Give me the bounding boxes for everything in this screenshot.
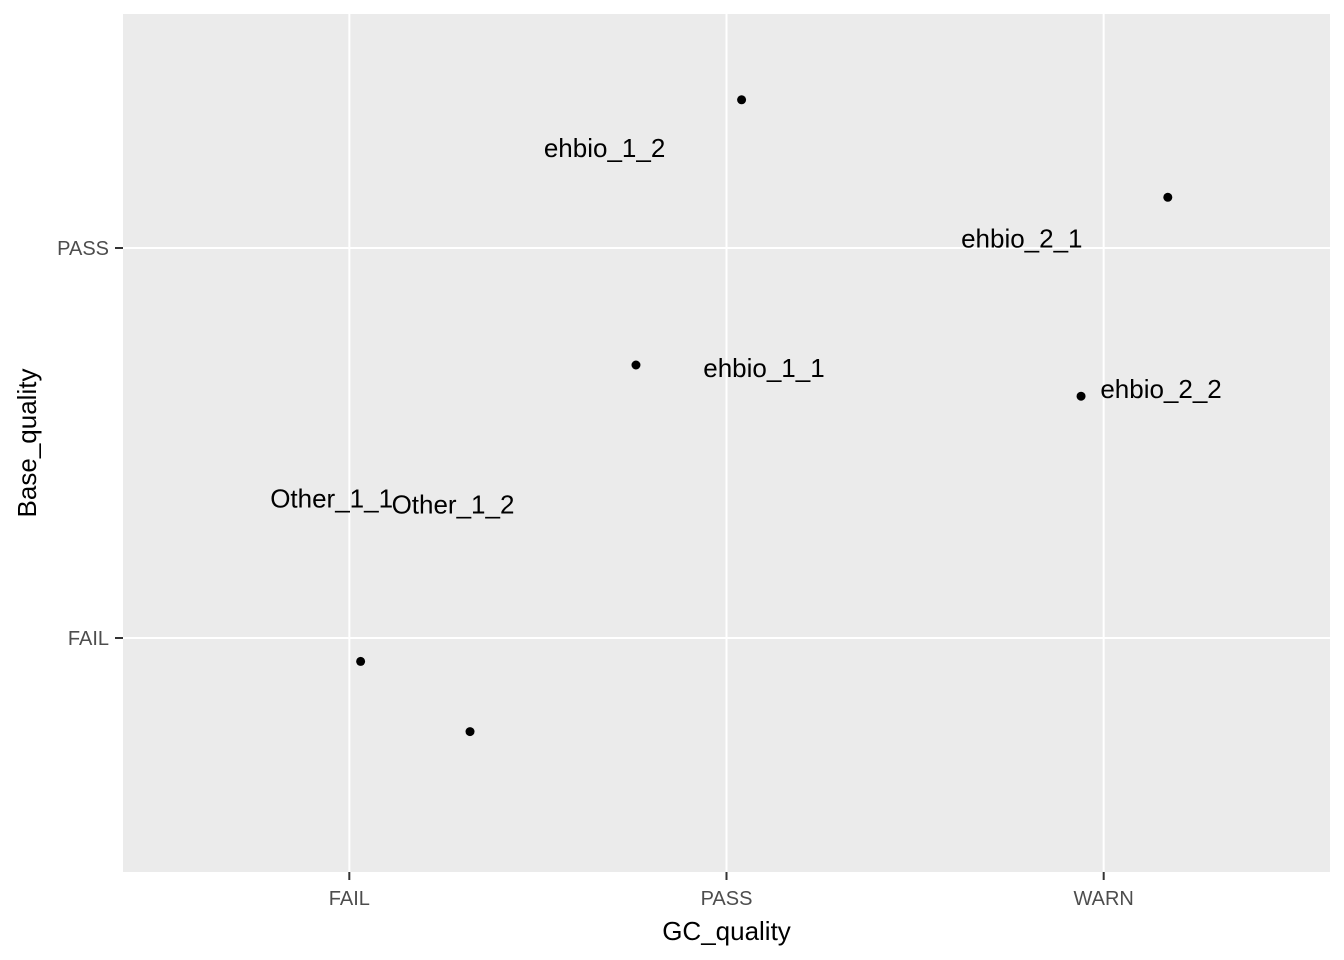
y-axis-title: Base_quality <box>12 369 42 518</box>
grid-lines <box>123 14 1330 872</box>
y-axis: FAIL PASS <box>57 238 123 650</box>
point-label: ehbio_1_2 <box>544 133 665 163</box>
point-label: ehbio_2_2 <box>1100 374 1221 404</box>
point-label: ehbio_2_1 <box>961 223 1082 253</box>
data-point <box>465 727 475 737</box>
data-points <box>356 95 1173 737</box>
x-axis-title: GC_quality <box>662 916 791 946</box>
data-point <box>1163 192 1173 202</box>
point-label: Other_1_2 <box>392 490 515 520</box>
y-tick-label: PASS <box>57 238 109 260</box>
x-tick-label: FAIL <box>329 888 370 910</box>
data-point <box>737 95 747 105</box>
x-tick-label: PASS <box>701 888 753 910</box>
x-tick-label: WARN <box>1074 888 1134 910</box>
y-tick-label: FAIL <box>68 628 109 650</box>
data-point <box>356 656 366 666</box>
point-label: Other_1_1 <box>270 483 393 513</box>
x-axis: FAIL PASS WARN <box>329 872 1134 910</box>
data-point <box>631 360 641 370</box>
point-label: ehbio_1_1 <box>703 353 824 383</box>
point-labels: ehbio_1_1 ehbio_1_2 ehbio_2_1 ehbio_2_2 Othe… <box>270 133 1222 520</box>
data-point <box>1076 391 1086 401</box>
